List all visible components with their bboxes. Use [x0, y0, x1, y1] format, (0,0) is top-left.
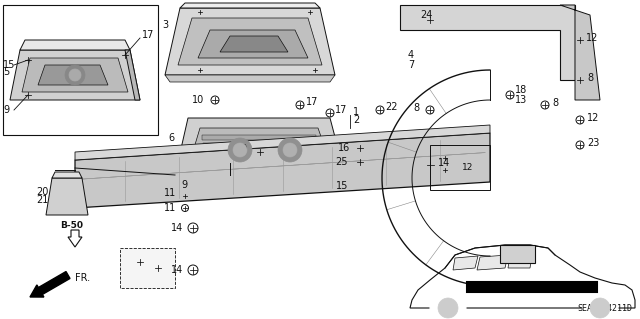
Polygon shape: [20, 40, 130, 50]
Circle shape: [228, 138, 252, 162]
Polygon shape: [165, 75, 335, 82]
Text: 3: 3: [162, 20, 168, 30]
Text: 12: 12: [586, 33, 598, 43]
Circle shape: [438, 298, 458, 318]
Bar: [120, 248, 175, 288]
Circle shape: [233, 143, 247, 157]
Circle shape: [65, 65, 85, 85]
Polygon shape: [165, 8, 335, 75]
Text: 12: 12: [587, 113, 600, 123]
Text: 14: 14: [171, 265, 183, 275]
Polygon shape: [38, 65, 108, 85]
Polygon shape: [75, 125, 490, 160]
Text: 15: 15: [3, 60, 15, 70]
FancyArrow shape: [30, 271, 70, 297]
Polygon shape: [203, 143, 317, 148]
Circle shape: [283, 143, 297, 157]
Text: 16: 16: [338, 143, 350, 153]
Polygon shape: [175, 118, 345, 175]
Text: 8: 8: [552, 98, 558, 108]
Text: 12: 12: [462, 164, 474, 173]
Circle shape: [69, 69, 81, 81]
Text: 2: 2: [353, 115, 359, 125]
Polygon shape: [46, 178, 88, 215]
Text: 9: 9: [3, 105, 9, 115]
Text: 17: 17: [306, 97, 318, 107]
Polygon shape: [400, 5, 575, 80]
Text: B-50: B-50: [60, 221, 83, 231]
Text: 8: 8: [414, 103, 420, 113]
Polygon shape: [75, 133, 490, 208]
Polygon shape: [560, 5, 600, 100]
Polygon shape: [68, 230, 82, 247]
Polygon shape: [10, 50, 140, 100]
Text: 14: 14: [171, 223, 183, 233]
Circle shape: [430, 290, 466, 319]
Polygon shape: [188, 128, 332, 168]
Polygon shape: [202, 135, 316, 140]
Polygon shape: [198, 30, 308, 58]
Text: 18: 18: [515, 85, 527, 95]
Polygon shape: [477, 255, 508, 270]
Text: 10: 10: [192, 95, 204, 105]
Bar: [430, 145, 490, 190]
Polygon shape: [125, 50, 140, 100]
Text: 8: 8: [587, 73, 593, 83]
Text: 22: 22: [385, 102, 397, 112]
Text: SEA4-B4211D: SEA4-B4211D: [577, 304, 632, 313]
Text: 1: 1: [353, 107, 359, 117]
Polygon shape: [453, 256, 478, 270]
Text: FR.: FR.: [75, 273, 90, 283]
Text: 11: 11: [164, 203, 176, 213]
Polygon shape: [410, 245, 635, 308]
Text: 6: 6: [168, 133, 174, 143]
Text: 23: 23: [587, 138, 600, 148]
Bar: [3, 5, 158, 135]
Polygon shape: [508, 255, 532, 268]
Polygon shape: [220, 36, 288, 52]
Text: 19: 19: [236, 144, 248, 154]
Bar: [500, 245, 535, 263]
Text: 9: 9: [182, 180, 188, 190]
Polygon shape: [178, 18, 322, 65]
Text: 14: 14: [438, 158, 451, 168]
Text: 17: 17: [335, 105, 348, 115]
Text: 4: 4: [408, 50, 414, 60]
Polygon shape: [52, 172, 82, 178]
Polygon shape: [204, 151, 318, 156]
Bar: [467, 282, 597, 292]
Text: 25: 25: [335, 157, 348, 167]
Polygon shape: [205, 159, 319, 164]
Text: 11: 11: [164, 188, 176, 198]
Text: 15: 15: [336, 181, 348, 191]
Polygon shape: [180, 3, 320, 8]
Circle shape: [582, 290, 618, 319]
Text: 20: 20: [36, 187, 49, 197]
Circle shape: [278, 138, 302, 162]
Text: 24: 24: [420, 10, 433, 20]
Text: 21: 21: [36, 195, 49, 205]
Polygon shape: [22, 58, 128, 92]
Text: 7: 7: [408, 60, 414, 70]
Text: 5: 5: [3, 67, 9, 77]
Text: 17: 17: [142, 30, 154, 40]
Text: 13: 13: [515, 95, 527, 105]
Circle shape: [590, 298, 610, 318]
